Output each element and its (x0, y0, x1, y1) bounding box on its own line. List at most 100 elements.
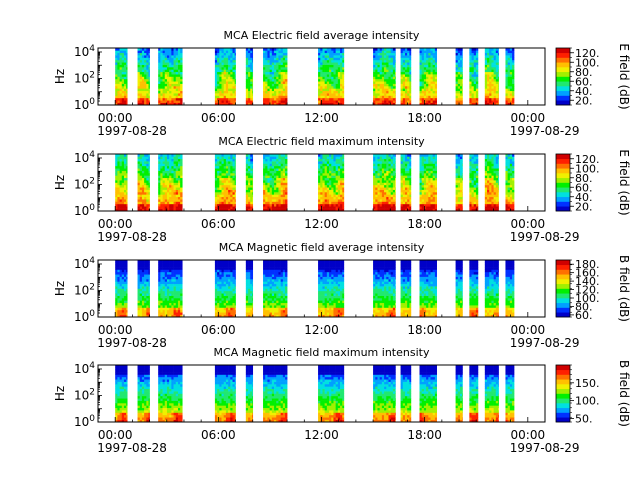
data-interval-10 (419, 260, 437, 318)
colorbar-swatch (556, 302, 570, 308)
y-tick-label: 104 (74, 256, 95, 271)
x-tick-label: 06:00 (201, 217, 236, 231)
colorbar-swatch (556, 374, 570, 380)
colorbar-swatch (556, 192, 570, 198)
colorbar-tick-label: 80. (575, 66, 593, 79)
data-interval-4 (214, 154, 236, 212)
colorbar-tick-label: 120. (575, 153, 600, 166)
y-tick-label: 104 (74, 44, 95, 59)
colorbar-swatch (556, 67, 570, 73)
data-interval-9 (400, 48, 412, 106)
colorbar-swatch (556, 62, 570, 68)
data-interval-6 (263, 48, 288, 106)
data-interval-12 (469, 154, 479, 212)
colorbar-tick-label: 40. (575, 85, 593, 98)
x-tick-label: 18:00 (407, 217, 442, 231)
y-tick-label: 100 (74, 97, 95, 112)
colorbar-swatch (556, 283, 570, 289)
data-interval-10 (419, 154, 437, 212)
data-interval-8 (373, 48, 396, 106)
data-interval-2 (137, 154, 150, 212)
y-tick-label: 102 (74, 282, 95, 297)
panel-title: MCA Magnetic field average intensity (219, 241, 425, 254)
colorbar-tick-label: 120. (575, 47, 600, 60)
data-interval-7 (318, 48, 345, 106)
colorbar-swatch (556, 384, 570, 390)
colorbar-label: B field (dB) (617, 255, 631, 322)
data-interval-13 (484, 365, 499, 423)
y-axis-label: Hz (53, 175, 67, 190)
data-interval-14 (505, 154, 515, 212)
x-tick-label: 06:00 (201, 428, 236, 442)
data-interval-14 (505, 365, 515, 423)
colorbar-swatch (556, 369, 570, 375)
data-interval-6 (263, 365, 288, 423)
data-interval-11 (455, 48, 463, 106)
data-interval-14 (505, 260, 515, 318)
x-tick-label: 00:00 (98, 111, 133, 125)
x-tick-label: 00:00 (98, 217, 133, 231)
colorbar-tick-label: 100. (575, 56, 600, 69)
data-interval-8 (373, 365, 396, 423)
colorbar-tick-label: 120. (575, 284, 600, 297)
colorbar-swatch (556, 196, 570, 202)
colorbar-tick-label: 180. (575, 258, 600, 271)
data-interval-12 (469, 365, 479, 423)
colorbar-swatch (556, 269, 570, 275)
spectrogram-cells (115, 48, 515, 106)
spectrogram-panel-1: MCA Electric field average intensity 100 1… (53, 29, 631, 138)
colorbar-swatch (556, 163, 570, 169)
colorbar-swatch (556, 365, 570, 371)
colorbar-swatch (556, 76, 570, 82)
x-tick-label: 06:00 (201, 111, 236, 125)
colorbar-swatch (556, 279, 570, 285)
data-interval-14 (505, 48, 515, 106)
data-interval-5 (245, 48, 254, 106)
colorbar-tick-label: 60. (575, 181, 593, 194)
colorbar-swatch (556, 57, 570, 63)
colorbar-swatch (556, 407, 570, 413)
data-interval-3 (158, 48, 183, 106)
colorbar-swatch (556, 412, 570, 418)
colorbar-swatch (556, 201, 570, 207)
colorbar-tick-label: 20. (575, 200, 593, 213)
colorbar: 50. 100. 150. B field (dB) (555, 360, 631, 427)
data-interval-4 (214, 260, 236, 318)
colorbar-swatch (556, 48, 570, 54)
x-date-end: 1997-08-29 (510, 124, 580, 138)
colorbar-tick-label: 140. (575, 275, 600, 288)
data-interval-12 (469, 48, 479, 106)
data-interval-12 (469, 260, 479, 318)
spectrogram-cells (115, 154, 515, 212)
data-interval-4 (214, 365, 236, 423)
x-date-end: 1997-08-29 (510, 336, 580, 350)
colorbar-swatch (556, 100, 570, 106)
data-interval-11 (455, 154, 463, 212)
y-axis: 100 102 104 Hz (53, 150, 102, 218)
panel-title: MCA Electric field maximum intensity (218, 135, 425, 148)
data-interval-6 (263, 154, 288, 212)
data-interval-9 (400, 365, 412, 423)
colorbar-tick-label: 80. (575, 172, 593, 185)
y-axis: 100 102 104 Hz (53, 256, 102, 324)
colorbar-swatch (556, 312, 570, 318)
colorbar-swatch (556, 154, 570, 160)
y-tick-label: 100 (74, 309, 95, 324)
data-interval-6 (263, 260, 288, 318)
panel-title: MCA Electric field average intensity (224, 29, 420, 42)
data-interval-7 (318, 260, 345, 318)
colorbar-tick-label: 100. (575, 292, 600, 305)
colorbar-swatch (556, 182, 570, 188)
data-interval-11 (455, 260, 463, 318)
x-tick-label: 06:00 (201, 323, 236, 337)
colorbar-swatch (556, 417, 570, 423)
data-interval-7 (318, 154, 345, 212)
data-interval-1 (115, 365, 128, 423)
x-date-end: 1997-08-29 (510, 441, 580, 455)
spectrogram-cells (115, 260, 515, 318)
x-tick-label: 00:00 (511, 111, 546, 125)
colorbar-swatch (556, 260, 570, 266)
